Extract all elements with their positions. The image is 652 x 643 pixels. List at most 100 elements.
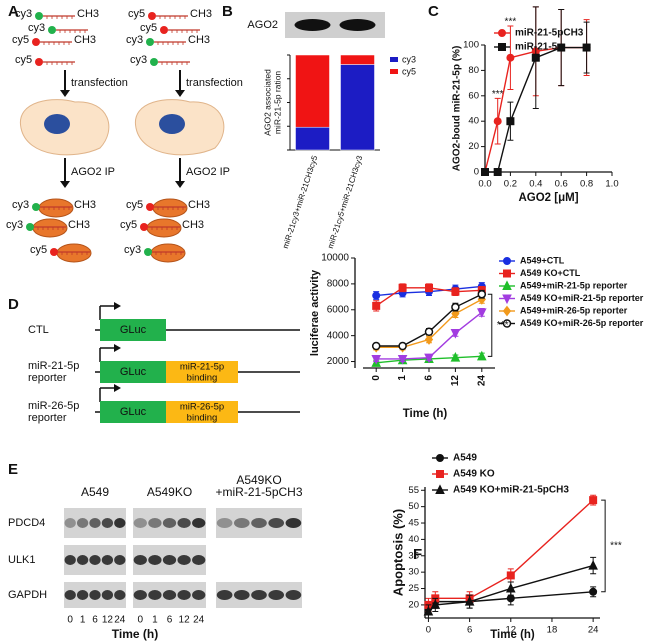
marker (531, 53, 540, 62)
legend-label: cy5 (402, 66, 416, 76)
marker (425, 283, 433, 292)
site-label: binding (187, 413, 218, 424)
y-tick-label: 2000 (327, 356, 350, 367)
band (64, 590, 76, 600)
band (89, 590, 101, 600)
marker (398, 341, 407, 351)
annotation: *** (505, 17, 517, 28)
dye-label: cy5 (120, 219, 137, 231)
step-label: AGO2 IP (71, 166, 115, 178)
construct-name: miR-21-5p (28, 360, 79, 372)
x-tick-label: 24 (476, 375, 487, 387)
y-tick-label: 8000 (327, 279, 350, 290)
x-tick-label: 18 (547, 625, 558, 636)
marker (372, 291, 381, 300)
band (133, 555, 147, 565)
nucleus (44, 114, 70, 134)
dye-label: cy3 (126, 34, 143, 46)
step-label: AGO2 IP (186, 166, 230, 178)
band (233, 590, 250, 600)
marker (589, 587, 598, 596)
marker (477, 289, 487, 299)
y-tick-label: 35 (408, 550, 419, 561)
dye (150, 58, 158, 66)
construct-name: reporter (28, 412, 67, 424)
lane-label: 24 (193, 615, 205, 626)
marker (371, 354, 382, 365)
bracket (601, 499, 606, 593)
arrow-head (60, 90, 70, 97)
lane-label: 12 (102, 615, 114, 626)
legend-marker (502, 305, 512, 317)
methyl-label: CH3 (188, 34, 210, 46)
band (101, 555, 114, 565)
marker (506, 594, 515, 603)
step-label: transfection (71, 77, 128, 89)
marker (451, 287, 460, 296)
band (76, 555, 89, 565)
band (177, 590, 191, 600)
legend-label: A549+CTL (520, 255, 565, 265)
band (89, 555, 101, 565)
band (285, 590, 302, 600)
x-tick-label: 12 (505, 625, 516, 636)
legend-swatch (390, 57, 398, 62)
lane-label: 24 (114, 615, 126, 626)
x-tick-label: miR-21cy3+miR-21CH3cy5 (281, 154, 320, 250)
marker (424, 327, 434, 337)
legend-label: A549 (453, 453, 477, 464)
lane-label: 0 (67, 615, 73, 626)
dye (146, 203, 154, 211)
legend-label: miR-21-5p (515, 42, 563, 53)
band (285, 518, 302, 528)
site-label: miR-26-5p (180, 402, 224, 413)
lane-label: 0 (138, 615, 144, 626)
x-tick-label: 0.0 (478, 179, 491, 190)
marker (589, 496, 598, 505)
y-tick-label: 60 (468, 90, 479, 101)
dye-label: cy3 (6, 219, 23, 231)
x-tick-label: 12 (450, 375, 461, 387)
band (294, 19, 331, 31)
step-label: transfection (186, 77, 243, 89)
gene-box (100, 361, 166, 383)
marker (450, 352, 461, 362)
site-label: miR-21-5p (180, 362, 224, 373)
dye-label: cy5 (12, 34, 29, 46)
gene-box (100, 319, 166, 341)
y-axis-label: miR-21-5p ration (272, 71, 282, 135)
dye (48, 26, 56, 34)
x-tick-label: 0.4 (529, 179, 542, 190)
marker (371, 341, 381, 351)
gene-label: GLuc (120, 366, 147, 378)
band (339, 19, 376, 31)
x-tick-label: 24 (588, 625, 599, 636)
gene-label: GLuc (120, 406, 147, 418)
protein-label: PDCD4 (8, 517, 45, 529)
x-tick-label: 0 (371, 375, 382, 381)
group-label: A549KO (236, 473, 281, 487)
band (268, 590, 285, 600)
legend-label: A549 KO+miR-21-5p reporter (520, 293, 644, 303)
y-tick-label: 40 (408, 534, 419, 545)
marker (451, 302, 460, 312)
band (133, 590, 147, 600)
y-tick-label: 50 (408, 501, 419, 512)
dye (140, 223, 148, 231)
dye-label: cy3 (124, 244, 141, 256)
panel-letter: E (8, 461, 18, 478)
marker (582, 43, 591, 52)
dye (32, 203, 40, 211)
legend-label: A549+miR-21-5p reporter (520, 280, 628, 290)
band (162, 518, 177, 528)
dye (35, 12, 43, 20)
lane-label: 6 (92, 615, 98, 626)
band (148, 555, 162, 565)
legend-marker (498, 29, 506, 37)
annotation: *** (497, 320, 509, 331)
dye-label: cy5 (128, 8, 145, 20)
x-axis-label: AGO2 [μM] (518, 192, 578, 204)
marker (481, 168, 489, 176)
dye-label: cy3 (12, 199, 29, 211)
x-tick-label: 6 (424, 375, 435, 381)
